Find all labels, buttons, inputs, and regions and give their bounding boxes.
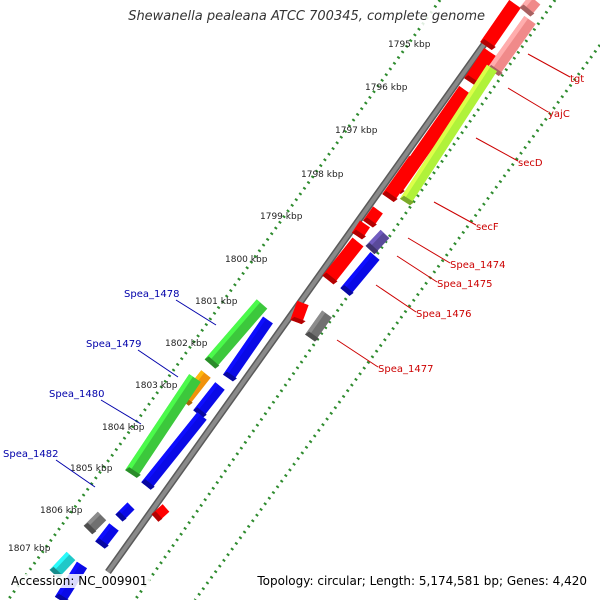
tick-label: 1806 kbp (40, 506, 83, 516)
tick-label: 1797 kbp (335, 126, 378, 136)
reverse-label-leader (55, 459, 96, 488)
forward-gene-label: secF (476, 222, 499, 233)
forward-gene-blue-1 (340, 252, 380, 296)
topology-text: Topology: circular; Length: 5,174,581 bp… (254, 574, 590, 588)
tick-label: 1804 kbp (102, 423, 145, 433)
genome-title: Shewanella pealeana ATCC 700345, complet… (125, 8, 488, 25)
tick-label: 1803 kbp (135, 381, 178, 391)
forward-label-leader (336, 339, 379, 368)
forward-label-leader (527, 53, 571, 78)
reverse-label-leader (175, 299, 217, 326)
forward-gene-red-7 (322, 237, 364, 285)
map-footer: Accession: NC_009901 Topology: circular;… (0, 570, 600, 594)
backbone-line (106, 6, 512, 574)
forward-gene-label: Spea_1475 (437, 279, 492, 290)
accession-text: Accession: NC_009901 (8, 574, 151, 588)
forward-gene-label: Spea_1476 (416, 309, 471, 320)
forward-gene-purple (365, 229, 390, 255)
ruler-dotted-line-outer (6, 0, 442, 600)
reverse-gene-label: Spea_1478 (124, 289, 179, 300)
tick-label: 1799 kbp (260, 212, 303, 222)
reverse-gene-blue-5 (95, 523, 119, 549)
forward-gene-red-4 (382, 155, 421, 203)
tick-label: 1802 kbp (165, 339, 208, 349)
forward-gene-label: secD (518, 158, 543, 169)
reverse-gene-label: Spea_1480 (49, 389, 104, 400)
forward-gene-red-1 (480, 0, 521, 50)
ruler-dotted-line-inner (133, 0, 557, 600)
reverse-gene-blue-3 (141, 412, 207, 490)
tick-label: 1795 kbp (388, 40, 431, 50)
tick-label: 1805 kbp (70, 464, 113, 474)
reverse-gene-blue-4 (115, 502, 135, 522)
reverse-gene-label: Spea_1482 (3, 449, 58, 460)
reverse-gene-blue-2 (193, 382, 225, 418)
reverse-gene-gray (83, 511, 107, 535)
reverse-gene-green-1 (204, 299, 268, 369)
forward-label-leader (396, 255, 438, 283)
forward-gene-gray-1 (305, 310, 332, 342)
tick-label: 1800 kbp (225, 255, 268, 265)
forward-gene-red-5 (363, 206, 383, 228)
forward-gene-label: Spea_1474 (450, 260, 505, 271)
forward-gene-red-6 (352, 220, 370, 240)
forward-gene-red-8 (290, 300, 309, 325)
reverse-gene-green-2 (125, 374, 201, 478)
forward-label-leader (375, 284, 417, 313)
ruler-dotted-line-right (193, 44, 600, 600)
tick-label: 1807 kbp (8, 544, 51, 554)
forward-label-leader (433, 201, 477, 226)
forward-gene-pink-1 (519, 0, 541, 17)
forward-gene-label: yajC (548, 109, 570, 120)
tick-label: 1796 kbp (365, 83, 408, 93)
forward-gene-lime (399, 64, 498, 206)
reverse-label-leader (137, 349, 179, 378)
forward-gene-label: tgt (570, 74, 584, 85)
forward-label-leader (507, 87, 549, 113)
forward-label-leader (407, 237, 451, 264)
forward-label-leader (475, 137, 519, 162)
tick-label: 1801 kbp (195, 297, 238, 307)
forward-gene-label: Spea_1477 (378, 364, 433, 375)
reverse-gene-red (151, 504, 170, 522)
reverse-gene-label: Spea_1479 (86, 339, 141, 350)
tick-label: 1798 kbp (301, 170, 344, 180)
reverse-gene-blue-1 (223, 316, 273, 382)
reverse-label-leader (100, 399, 142, 425)
